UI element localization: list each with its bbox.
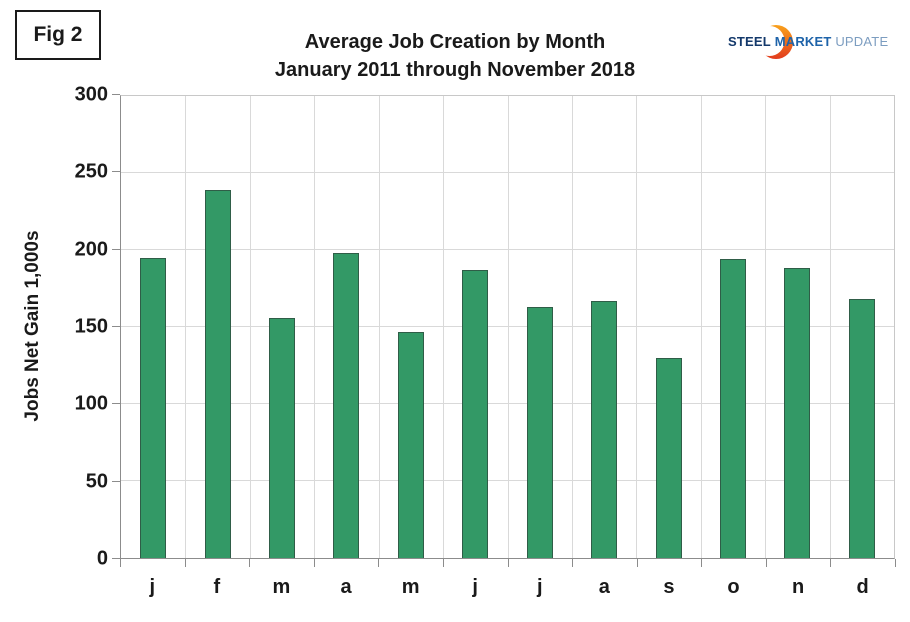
y-tick-mark-200 [112, 248, 120, 250]
y-tick-mark-300 [112, 94, 120, 95]
y-tick-label-150: 150 [74, 315, 108, 338]
x-tick-label-j-6: j [472, 576, 478, 598]
y-tick-mark-0 [112, 558, 120, 559]
v-gridline-8 [636, 96, 638, 558]
chart-title-line2: January 2011 through November 2018 [274, 59, 636, 81]
x-tick-mark-8 [636, 559, 638, 567]
x-tick-label-s-9: s [663, 576, 675, 598]
y-tick-label-250: 250 [74, 160, 108, 183]
x-tick-mark-7 [572, 559, 574, 567]
v-gridline-6 [507, 96, 509, 558]
v-gridline-5 [443, 96, 445, 558]
logo-word-update: UPDATE [835, 34, 889, 49]
bar-a-8 [591, 300, 618, 558]
bar-m-5 [397, 331, 424, 558]
v-gridline-9 [700, 96, 702, 558]
x-tick-mark-5 [442, 559, 444, 567]
chart-title: Average Job Creation by Month January 20… [0, 28, 910, 84]
y-tick-mark-100 [112, 403, 120, 405]
y-tick-label-200: 200 [74, 238, 108, 261]
bar-o-10 [719, 259, 746, 558]
y-tick-label-300: 300 [74, 83, 108, 106]
x-tick-mark-0 [120, 559, 121, 567]
bar-j-7 [526, 306, 553, 558]
logo-word-steel: STEEL [728, 34, 771, 49]
x-tick-mark-11 [830, 559, 832, 567]
x-tick-label-m-5: m [401, 576, 420, 598]
v-gridline-3 [314, 96, 316, 558]
figure-label-box: Fig 2 [15, 10, 101, 60]
x-tick-label-f-2: f [213, 576, 221, 598]
bar-n-11 [784, 268, 811, 558]
x-tick-mark-1 [184, 559, 186, 567]
logo-text: STEEL MARKET UPDATE [728, 34, 893, 49]
v-gridline-4 [378, 96, 380, 558]
x-tick-mark-9 [701, 559, 703, 567]
x-tick-label-a-4: a [340, 576, 352, 598]
x-tick-mark-6 [507, 559, 509, 567]
crescent-swoosh-icon [754, 21, 796, 68]
x-tick-label-m-3: m [272, 576, 291, 598]
x-tick-label-n-11: n [791, 576, 805, 598]
x-tick-mark-3 [313, 559, 315, 567]
y-tick-label-50: 50 [85, 470, 108, 493]
bar-m-3 [269, 317, 296, 558]
logo-word-market: MARKET [774, 34, 832, 49]
x-tick-mark-10 [765, 559, 767, 567]
y-tick-mark-150 [112, 326, 120, 327]
y-tick-mark-250 [112, 171, 120, 173]
v-gridline-7 [571, 96, 573, 558]
bar-a-4 [333, 253, 360, 558]
v-gridline-1 [185, 96, 187, 558]
x-tick-label-o-10: o [727, 576, 740, 598]
v-gridline-11 [829, 96, 831, 558]
figure-label: Fig 2 [33, 23, 83, 46]
x-tick-mark-12 [895, 559, 896, 567]
bar-d-12 [848, 299, 875, 558]
y-tick-label-0: 0 [96, 547, 108, 570]
bar-f-2 [204, 189, 231, 558]
y-tick-label-100: 100 [74, 392, 108, 415]
bar-j-1 [140, 257, 167, 558]
x-tick-label-d-12: d [856, 576, 869, 598]
y-axis-labels: 0 50 100 150 200 250 300 [0, 84, 108, 570]
bar-s-9 [655, 357, 682, 558]
x-tick-label-j-1: j [149, 576, 156, 598]
x-tick-label-j-7: j [536, 576, 543, 598]
x-tick-mark-4 [378, 559, 380, 567]
y-axis-ticks [112, 94, 120, 559]
v-gridline-10 [765, 96, 767, 558]
x-tick-label-a-8: a [598, 576, 610, 598]
v-gridline-2 [249, 96, 251, 558]
x-tick-mark-2 [249, 559, 251, 567]
steel-market-update-logo: STEEL MARKET UPDATE [728, 20, 893, 64]
plot-area [120, 95, 895, 559]
y-tick-mark-50 [112, 480, 120, 482]
bar-j-6 [462, 270, 489, 558]
x-axis-ticks [120, 559, 896, 567]
chart-title-line1: Average Job Creation by Month [304, 31, 606, 53]
